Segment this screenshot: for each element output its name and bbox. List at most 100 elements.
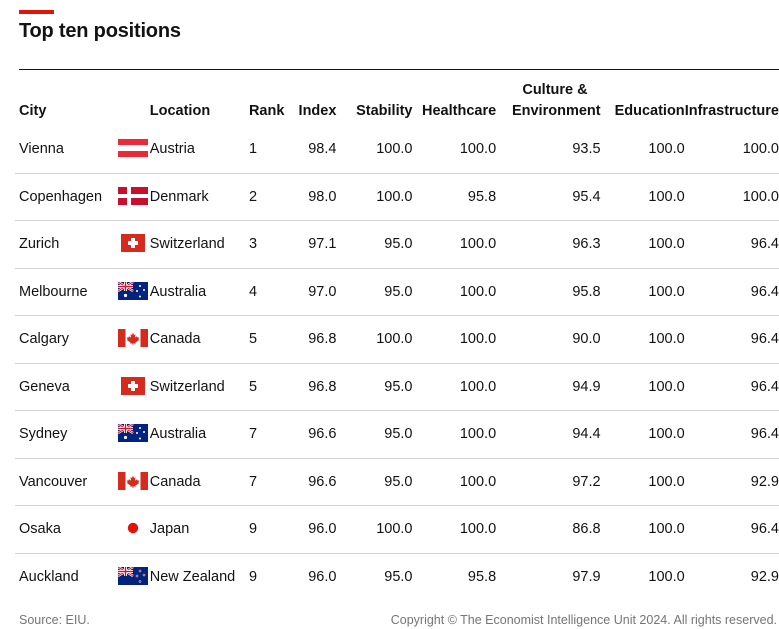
cell-healthcare: 100.0 [459, 473, 497, 490]
cell-education: 100.0 [648, 331, 685, 348]
col-header-culture-line1: Culture & [522, 82, 588, 98]
cell-city: Zurich [19, 236, 60, 253]
cell-rank: 2 [248, 188, 258, 205]
cell-education: 100.0 [648, 141, 685, 158]
cell-education: 100.0 [648, 378, 685, 395]
cell-flag [117, 458, 150, 506]
cell-healthcare: 100.0 [459, 331, 497, 348]
cell-rank: 7 [248, 473, 258, 490]
canada-flag-icon [117, 471, 148, 490]
cell-index: 96.0 [308, 521, 337, 538]
cell-culture-environment: 97.2 [572, 473, 601, 490]
cell-education: 100.0 [648, 521, 685, 538]
cell-infrastructure: 96.4 [750, 283, 779, 300]
cell-stability: 100.0 [376, 331, 413, 348]
cell-culture-environment: 90.0 [572, 331, 601, 348]
austria-flag-icon [117, 139, 148, 158]
cell-flag [118, 506, 150, 554]
cell-stability: 95.0 [384, 473, 413, 490]
cell-stability: 100.0 [376, 521, 413, 538]
cell-city: Vancouver [19, 473, 88, 490]
canada-flag-icon [117, 329, 148, 348]
cell-rank: 3 [248, 236, 258, 253]
cell-location: Denmark [149, 188, 209, 205]
cell-culture-environment: 86.8 [572, 521, 601, 538]
col-header-infrastructure: Infrastructure [684, 103, 779, 119]
cell-rank: 5 [248, 378, 258, 395]
cell-city: Auckland [19, 568, 79, 585]
cell-stability: 100.0 [376, 188, 413, 205]
col-header-location: Location [149, 103, 211, 119]
cell-stability: 95.0 [384, 426, 413, 443]
table-row: Auckland New Zealand 9 96.0 95.0 95.8 97.9 100.… [15, 553, 779, 600]
cell-city: Copenhagen [19, 188, 103, 205]
cell-flag [118, 221, 150, 269]
cell-culture-environment: 96.3 [572, 236, 601, 253]
cell-city: Osaka [19, 521, 61, 538]
cell-stability: 95.0 [384, 378, 413, 395]
cell-infrastructure: 100.0 [742, 141, 779, 158]
cell-infrastructure: 96.4 [750, 521, 779, 538]
cell-index: 96.8 [308, 331, 337, 348]
table-row: Copenhagen Denmark 2 98.0 100.0 95.8 95.4 100.0… [15, 173, 779, 221]
cell-stability: 100.0 [376, 141, 413, 158]
cell-culture-environment: 97.9 [572, 568, 601, 585]
cell-culture-environment: 95.4 [572, 188, 601, 205]
switzerland-flag-icon [118, 376, 148, 395]
col-header-education: Education [614, 103, 685, 119]
copyright-note: Copyright © The Economist Intelligence U… [390, 613, 777, 627]
cell-location: Australia [149, 283, 207, 300]
table-row: Sydney Australia 7 96.6 95.0 100.0 94.4 100.0 96… [15, 411, 779, 459]
cell-education: 100.0 [648, 236, 685, 253]
cell-education: 100.0 [648, 426, 685, 443]
switzerland-flag-icon [118, 234, 148, 253]
cell-rank: 5 [248, 331, 258, 348]
cell-flag [117, 126, 150, 173]
table-row: Zurich Switzerland 3 97.1 95.0 100.0 96.3 100.0… [15, 221, 779, 269]
col-header-stability: Stability [356, 103, 413, 119]
cell-healthcare: 100.0 [459, 283, 497, 300]
cell-rank: 9 [248, 568, 258, 585]
cell-index: 96.6 [308, 426, 337, 443]
cell-flag [118, 363, 150, 411]
cell-education: 100.0 [648, 568, 685, 585]
cell-flag [117, 411, 150, 459]
cell-index: 98.0 [308, 188, 337, 205]
cell-index: 96.0 [308, 568, 337, 585]
cell-location: Canada [149, 331, 201, 348]
cell-stability: 95.0 [384, 568, 413, 585]
cell-culture-environment: 95.8 [572, 283, 601, 300]
cell-infrastructure: 92.9 [750, 473, 779, 490]
cell-location: Switzerland [149, 378, 225, 395]
denmark-flag-icon [117, 186, 148, 205]
cell-location: New Zealand [149, 568, 236, 585]
top-rule [19, 69, 779, 70]
cell-index: 97.1 [308, 236, 337, 253]
cell-location: Canada [149, 473, 201, 490]
cell-location: Austria [149, 141, 195, 158]
table-row: Calgary Canada 5 96.8 100.0 100.0 90.0 100.0 96.… [15, 316, 779, 363]
cell-culture-environment: 93.5 [572, 141, 601, 158]
cell-location: Switzerland [149, 236, 225, 253]
cell-education: 100.0 [648, 283, 685, 300]
col-header-flag [118, 78, 150, 126]
cell-infrastructure: 96.4 [750, 236, 779, 253]
cell-city: Geneva [19, 378, 70, 395]
cell-city: Sydney [19, 426, 68, 443]
header-row: City Location Rank Index Stability Healt… [15, 78, 779, 126]
cell-infrastructure: 96.4 [750, 331, 779, 348]
accent-bar [19, 10, 54, 14]
cell-city: Vienna [19, 141, 64, 158]
cell-rank: 9 [248, 521, 258, 538]
table-row: Vienna Austria 1 98.4 100.0 100.0 93.5 100.0 100… [15, 126, 779, 173]
chart-title: Top ten positions [19, 20, 181, 42]
rankings-table: City Location Rank Index Stability Healt… [15, 78, 779, 600]
cell-index: 97.0 [308, 283, 337, 300]
table-row: Osaka Japan 9 96.0 100.0 100.0 86.8 100.0 96.4 [15, 506, 779, 554]
cell-infrastructure: 96.4 [750, 378, 779, 395]
cell-stability: 95.0 [384, 236, 413, 253]
cell-healthcare: 95.8 [467, 188, 497, 205]
cell-city: Melbourne [19, 283, 88, 300]
cell-healthcare: 100.0 [459, 521, 497, 538]
table-body: Vienna Austria 1 98.4 100.0 100.0 93.5 100.0 100… [15, 126, 779, 600]
